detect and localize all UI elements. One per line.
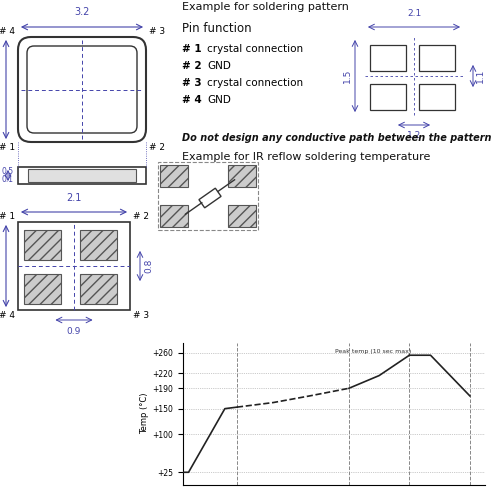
Text: # 2: # 2 [182, 61, 202, 71]
Text: # 4: # 4 [0, 311, 15, 320]
Text: # 4: # 4 [182, 95, 202, 105]
Text: Pin function: Pin function [182, 22, 252, 35]
Text: Example for IR reflow soldering temperature: Example for IR reflow soldering temperat… [182, 152, 430, 162]
Bar [18, 222, 130, 310]
Bar [419, 84, 455, 110]
FancyBboxPatch shape [27, 46, 137, 133]
Bar [160, 205, 188, 227]
Text: 1.1: 1.1 [476, 69, 485, 83]
Bar [80, 274, 117, 304]
Bar [370, 45, 406, 71]
Text: 3.2: 3.2 [74, 7, 90, 17]
Bar [370, 84, 406, 110]
Text: GND: GND [207, 95, 231, 105]
Y-axis label: Temp (°C): Temp (°C) [140, 393, 149, 434]
Text: # 2: # 2 [133, 212, 149, 221]
Text: 0.1: 0.1 [2, 175, 14, 184]
Bar [24, 230, 61, 260]
Text: crystal connection: crystal connection [207, 44, 303, 54]
Text: 2.1: 2.1 [66, 193, 82, 203]
Text: Peak temp (10 sec max): Peak temp (10 sec max) [335, 348, 411, 354]
Bar [419, 45, 455, 71]
Text: Do not design any conductive path between the pattern: Do not design any conductive path betwee… [182, 133, 492, 143]
Text: # 3: # 3 [133, 311, 149, 320]
Text: # 2: # 2 [149, 143, 165, 152]
Text: 1.5: 1.5 [0, 258, 2, 274]
Text: crystal connection: crystal connection [207, 78, 303, 88]
Text: # 4: # 4 [0, 27, 15, 36]
Text: # 1: # 1 [0, 143, 15, 152]
Bar [28, 169, 136, 182]
Text: 0.5: 0.5 [2, 167, 14, 176]
Text: 2.1: 2.1 [407, 9, 421, 18]
Text: # 3: # 3 [149, 27, 165, 36]
Text: 0.9: 0.9 [67, 327, 81, 336]
Bar [24, 274, 61, 304]
Bar [160, 165, 188, 187]
Text: 1.2: 1.2 [407, 131, 421, 140]
FancyBboxPatch shape [18, 37, 146, 142]
Text: # 1: # 1 [0, 212, 15, 221]
Bar [199, 188, 221, 208]
Bar [18, 167, 146, 184]
Text: 0.8: 0.8 [144, 259, 153, 273]
Bar [158, 162, 258, 230]
Bar [228, 205, 256, 227]
Text: # 1: # 1 [182, 44, 202, 54]
Text: Example for soldering pattern: Example for soldering pattern [182, 2, 349, 12]
Text: 1.5: 1.5 [343, 69, 352, 83]
Text: # 3: # 3 [182, 78, 202, 88]
Text: GND: GND [207, 61, 231, 71]
Bar [228, 165, 256, 187]
Bar [80, 230, 117, 260]
Text: 2.5: 2.5 [0, 82, 2, 97]
